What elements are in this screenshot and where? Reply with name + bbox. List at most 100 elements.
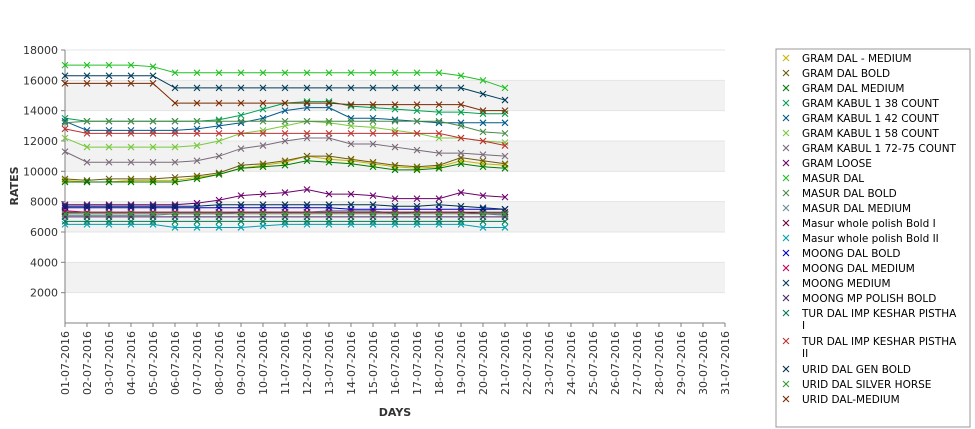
- data-point: [149, 143, 157, 151]
- data-point: [193, 84, 201, 92]
- data-point: [237, 145, 245, 152]
- legend-label: GRAM LOOSE: [802, 158, 872, 170]
- data-point: [435, 101, 443, 108]
- data-point: [413, 107, 421, 115]
- legend-label: GRAM KABUL 1 72-75 COUNT: [802, 143, 957, 155]
- legend-item: URID DAL SILVER HORSE: [782, 379, 931, 391]
- data-point: [479, 224, 487, 231]
- data-point: [325, 210, 333, 218]
- x-tick-label: 03-07-2016: [103, 331, 116, 395]
- data-point: [259, 201, 267, 209]
- x-tick-label: 07-07-2016: [191, 331, 204, 395]
- data-point: [61, 117, 69, 125]
- data-point: [193, 210, 201, 218]
- data-point: [259, 142, 267, 149]
- data-point: [391, 130, 399, 137]
- y-tick-label: 6000: [30, 226, 58, 239]
- data-point: [105, 217, 113, 225]
- data-point: [391, 84, 399, 92]
- data-point: [127, 130, 135, 137]
- data-point: [435, 201, 443, 209]
- data-point: [193, 117, 201, 125]
- data-point: [457, 160, 465, 168]
- legend-marker: [782, 395, 790, 403]
- data-point: [171, 178, 179, 186]
- legend-label-line: TUR DAL IMP KESHAR PISTHA: [801, 336, 957, 348]
- data-point: [237, 84, 245, 92]
- data-point: [457, 221, 465, 228]
- data-point: [105, 126, 113, 134]
- data-point: [369, 217, 377, 225]
- data-point: [479, 107, 487, 115]
- data-point: [325, 84, 333, 92]
- data-point: [303, 69, 311, 77]
- data-point: [281, 217, 289, 225]
- legend-item: MOONG MEDIUM: [782, 278, 891, 290]
- data-point: [259, 160, 267, 168]
- data-point: [281, 201, 289, 209]
- data-point: [413, 163, 421, 171]
- legend-marker: [782, 84, 790, 92]
- data-point: [457, 101, 465, 108]
- data-point: [259, 190, 267, 198]
- data-point: [391, 195, 399, 203]
- x-tick-label: 16-07-2016: [389, 331, 402, 395]
- x-tick-label: 22-07-2016: [521, 331, 534, 395]
- data-point: [127, 175, 135, 183]
- data-point: [435, 117, 443, 125]
- data-point: [193, 69, 201, 77]
- legend-item: GRAM KABUL 1 42 COUNT: [782, 113, 939, 125]
- data-point: [479, 163, 487, 171]
- legend-label: GRAM DAL - MEDIUM: [802, 53, 912, 65]
- data-point: [215, 201, 223, 209]
- gridlines: [65, 49, 725, 294]
- legend-marker: [782, 54, 790, 62]
- data-point: [83, 143, 91, 151]
- data-point: [127, 158, 135, 166]
- data-point: [501, 110, 509, 118]
- data-point: [237, 99, 245, 107]
- data-point: [83, 117, 91, 125]
- x-tick-label: 02-07-2016: [81, 331, 94, 395]
- data-point: [369, 69, 377, 77]
- data-point: [435, 195, 443, 203]
- data-point: [83, 72, 91, 80]
- legend-box: [775, 48, 971, 428]
- data-point: [61, 72, 69, 80]
- data-point: [457, 122, 465, 130]
- data-point: [83, 126, 91, 134]
- data-point: [435, 161, 443, 169]
- data-point: [457, 202, 465, 210]
- legend-marker: [782, 294, 790, 302]
- legend-item: MOONG DAL MEDIUM: [782, 263, 915, 275]
- data-point: [83, 158, 91, 166]
- data-point: [105, 158, 113, 166]
- series-9: [61, 61, 509, 92]
- data-point: [369, 84, 377, 92]
- data-point: [435, 149, 443, 157]
- series-22: [61, 79, 509, 115]
- data-point: [369, 123, 377, 131]
- data-point: [105, 178, 113, 186]
- data-point: [281, 84, 289, 92]
- series-3: [61, 157, 509, 186]
- data-point: [83, 130, 91, 137]
- data-point: [391, 101, 399, 108]
- data-point: [149, 79, 157, 87]
- x-tick-label: 19-07-2016: [455, 331, 468, 395]
- data-point: [193, 142, 201, 149]
- data-point: [325, 130, 333, 137]
- data-point: [413, 221, 421, 228]
- data-point: [215, 217, 223, 225]
- data-point: [193, 175, 201, 183]
- data-point: [61, 134, 69, 142]
- legend-item: TUR DAL IMP KESHAR PISTHA II: [782, 336, 957, 360]
- data-point: [61, 221, 69, 228]
- x-tick-label: 24-07-2016: [565, 331, 578, 395]
- data-point: [149, 202, 157, 210]
- data-point: [435, 210, 443, 218]
- data-point: [325, 190, 333, 198]
- data-point: [347, 69, 355, 77]
- legend-item: Masur whole polish Bold II: [782, 233, 939, 245]
- data-point: [215, 170, 223, 178]
